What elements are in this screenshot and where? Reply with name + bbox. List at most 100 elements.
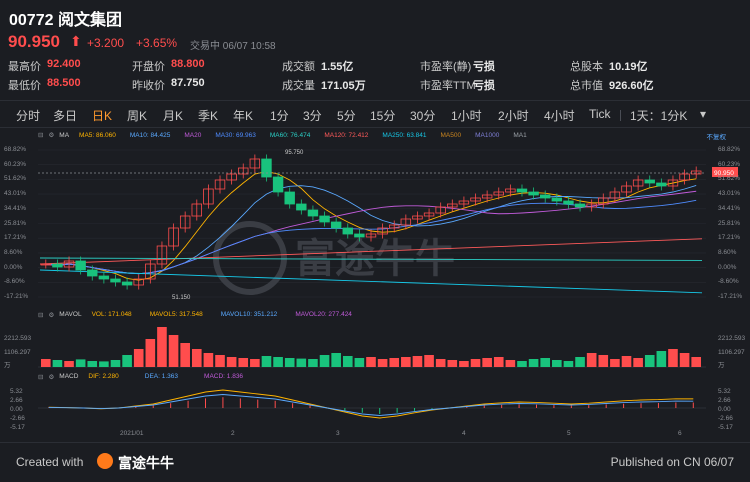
candle-body [284, 191, 295, 205]
stat-label: 开盘价 [132, 61, 165, 73]
legend-item: VOL: 171.048 [91, 311, 132, 318]
up-arrow-icon: ⬆ [70, 33, 82, 49]
volume-bar [122, 355, 132, 367]
price-tick-right: 34.41% [718, 204, 741, 212]
price-tick-right: -8.60% [718, 278, 739, 286]
settings-icon[interactable]: ⚙ [48, 374, 55, 381]
candle-body [540, 194, 551, 199]
candle-body [214, 179, 226, 190]
volume-bar [389, 358, 400, 367]
adjust-mode[interactable]: 不复权 [706, 134, 727, 141]
stat-label: 总市值 [570, 80, 603, 92]
tab-4[interactable]: 月K [163, 109, 184, 123]
legend-item: MA5: 86.060 [79, 131, 116, 139]
macd-tick-right: -5.17 [718, 424, 733, 431]
legend-item: MA10: 84.425 [129, 131, 171, 139]
tab-0[interactable]: 分时 [16, 109, 41, 123]
tab-1[interactable]: 多日 [53, 109, 78, 123]
tab-16[interactable]: 1天：1分K [630, 109, 688, 123]
tab-15[interactable]: Tick [589, 107, 611, 121]
volume-bar [540, 358, 551, 367]
vol-axis-mid: 1106.297 [4, 349, 31, 356]
candle-body [447, 203, 458, 208]
collapse-icon[interactable]: ⊟ [38, 312, 44, 319]
price-tick-left: 60.23% [4, 160, 27, 168]
tab-7[interactable]: 1分 [270, 109, 289, 123]
macd-tick-right: -2.66 [718, 415, 733, 422]
legend-item: MA500 [440, 131, 462, 139]
stat-value: 88.800 [171, 58, 205, 70]
volume-bar [621, 356, 632, 367]
volume-bar [215, 355, 225, 367]
legend-item: MACD: 1.836 [204, 373, 244, 380]
tab-6[interactable]: 年K [233, 109, 254, 123]
legend-item: MAVOL10: 351.212 [220, 311, 278, 318]
candle-body [528, 191, 539, 196]
candle-body [423, 212, 435, 217]
header-divider [0, 100, 750, 101]
candle-body [632, 179, 644, 187]
price-tick-right: -17.21% [718, 293, 743, 300]
tab-8[interactable]: 3分 [303, 109, 322, 123]
stat-label: 成交量 [282, 80, 315, 92]
x-tick: 6 [678, 430, 682, 437]
tab-14[interactable]: 4小时 [544, 109, 575, 123]
settings-icon[interactable]: ⚙ [48, 312, 55, 319]
period-tabs: 分时 多日 日K 周K 月K 季K 年K 1分 3分 5分 15分 30分 1小时 2小时 4小时 Tick 1… [0, 104, 750, 126]
tab-11[interactable]: 30分 [410, 109, 436, 123]
tab-3[interactable]: 周K [127, 109, 148, 123]
volume-bar [284, 358, 295, 367]
tab-9[interactable]: 5分 [337, 109, 356, 123]
macd-legend-title: MACD [59, 373, 79, 380]
candle-body [563, 200, 574, 205]
tab-5[interactable]: 季K [198, 109, 219, 123]
tabs-divider [0, 127, 750, 128]
volume-chart [38, 327, 706, 368]
candle-body [63, 260, 75, 268]
price-tick-right: 25.81% [718, 219, 741, 227]
candle-body [319, 215, 330, 223]
stat-value: 1.55亿 [321, 61, 354, 73]
watermark: 富途牛牛 [213, 221, 455, 295]
candle-body [435, 206, 446, 214]
volume-bar [366, 357, 376, 367]
macd-tick-left: -2.66 [10, 415, 25, 422]
collapse-icon[interactable]: ⊟ [38, 132, 44, 139]
created-with-text: Created with [16, 455, 84, 469]
legend-item: DIF: 2.280 [88, 373, 119, 380]
stat-value: 10.19亿 [609, 61, 648, 73]
tab-12[interactable]: 1小时 [451, 109, 482, 123]
candle-body [179, 215, 191, 229]
candle-body [574, 203, 586, 208]
stat-value: 171.05万 [321, 80, 366, 92]
candle-body [551, 197, 563, 202]
candle-body [75, 260, 86, 271]
candle-body [87, 269, 98, 277]
candle-body [168, 227, 179, 247]
vol-axis-unit: 万 [4, 362, 11, 369]
x-tick: 4 [462, 430, 466, 437]
volume-bar [459, 361, 469, 367]
volume-bar [528, 359, 539, 367]
stat-value: 92.400 [47, 58, 81, 70]
collapse-icon[interactable]: ⊟ [38, 374, 44, 381]
price-tick-left: 34.41% [4, 204, 27, 212]
candle-body [354, 233, 365, 238]
volume-bar [41, 359, 51, 367]
settings-icon[interactable]: ⚙ [48, 132, 55, 139]
tab-2[interactable]: 日K [92, 109, 113, 123]
stat-value: 亏损 [473, 61, 495, 73]
macd-tick-right: 2.66 [718, 397, 731, 404]
tab-13[interactable]: 2小时 [498, 109, 529, 123]
volume-bar [273, 357, 283, 367]
price-tick-left: 25.81% [4, 219, 27, 227]
volume-bar [586, 353, 597, 367]
current-price-text: 90.950 [714, 170, 734, 177]
price-tick-right: 43.01% [718, 190, 741, 198]
macd-legend: ⊟ ⚙ MACD DIF: 2.280 DEA: 1.363 MACD: 1.836 [38, 373, 269, 381]
chevron-down-icon[interactable]: ▾ [700, 107, 707, 121]
volume-bar [412, 356, 423, 367]
volume-bar [668, 349, 678, 367]
tab-10[interactable]: 15分 [370, 109, 396, 123]
price-tick-right: 17.21% [718, 234, 741, 242]
